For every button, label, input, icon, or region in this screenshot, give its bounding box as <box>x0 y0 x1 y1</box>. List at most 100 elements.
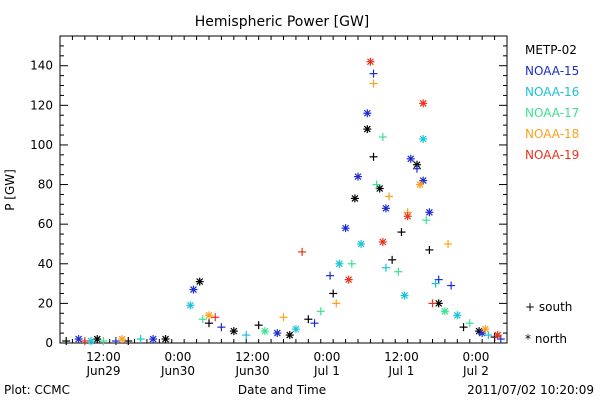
south-point <box>372 180 381 189</box>
south-point <box>394 267 403 276</box>
south-point <box>310 319 319 328</box>
footer-right: 2011/07/02 10:20:09 <box>467 383 594 397</box>
x-tick-label-time: 0:00 <box>313 350 340 364</box>
north-point <box>161 335 170 344</box>
north-point <box>378 237 387 246</box>
y-tick-label: 100 <box>30 138 53 152</box>
north-point <box>344 275 353 284</box>
south-point <box>326 271 335 280</box>
x-tick-label-time: 12:00 <box>384 350 419 364</box>
north-point <box>403 212 412 221</box>
x-tick-label-date: Jul 2 <box>462 364 489 378</box>
y-tick-label: 60 <box>38 217 53 231</box>
south-point <box>381 263 390 272</box>
x-tick-label-date: Jun30 <box>160 364 195 378</box>
south-point <box>279 313 288 322</box>
marker-legend-south: + south <box>525 300 572 314</box>
y-tick-label: 40 <box>38 257 53 271</box>
north-point <box>493 331 502 340</box>
north-point <box>406 154 415 163</box>
north-point <box>335 259 344 268</box>
south-point <box>80 337 89 346</box>
x-tick-label-date: Jul 1 <box>313 364 340 378</box>
north-point <box>118 335 127 344</box>
marker-legend-north: * north <box>525 332 567 346</box>
legend: METP-02 NOAA-15 NOAA-16 NOAA-17 NOAA-18 NOAA-… <box>525 43 579 162</box>
south-point <box>298 247 307 256</box>
legend-entry: NOAA-17 <box>525 106 579 120</box>
north-point <box>205 311 213 320</box>
north-point <box>260 327 269 336</box>
x-tick-label-time: 12:00 <box>86 350 121 364</box>
x-tick-label-date: Jun30 <box>234 364 269 378</box>
south-point <box>217 323 226 332</box>
south-point <box>111 337 120 346</box>
south-point <box>369 69 378 78</box>
south-point <box>431 279 440 288</box>
legend-entry: NOAA-15 <box>525 64 579 78</box>
south-point <box>332 299 341 308</box>
south-point <box>369 79 378 88</box>
legend-entry: NOAA-18 <box>525 127 579 141</box>
footer-left: Plot: CCMC <box>4 383 70 397</box>
south-point <box>205 319 213 328</box>
x-tick-label-time: 12:00 <box>235 350 270 364</box>
north-point <box>419 134 428 143</box>
y-axis-label: P [GW] <box>3 169 17 211</box>
south-point <box>124 337 133 346</box>
x-tick-label-date: Jun29 <box>85 364 120 378</box>
north-point <box>186 301 195 310</box>
north-point <box>366 57 375 66</box>
south-point <box>444 239 453 248</box>
y-tick-label: 20 <box>38 296 53 310</box>
north-point <box>74 335 83 344</box>
north-point <box>363 109 372 118</box>
south-point <box>304 315 313 324</box>
north-point <box>189 285 198 294</box>
north-point <box>381 204 390 213</box>
north-point <box>149 335 158 344</box>
south-point <box>484 331 493 340</box>
south-point <box>425 245 434 254</box>
legend-entry: NOAA-19 <box>525 148 579 162</box>
y-tick-label: 80 <box>38 178 53 192</box>
south-point <box>412 164 421 173</box>
north-point <box>285 331 294 340</box>
y-tick-label: 140 <box>30 59 53 73</box>
north-point <box>419 99 428 108</box>
south-point <box>329 289 338 298</box>
north-point <box>273 329 282 338</box>
south-point <box>99 337 108 346</box>
data-points <box>62 57 505 346</box>
x-tick-label-date: Jul 1 <box>387 364 414 378</box>
south-point <box>397 228 406 237</box>
north-point <box>229 327 238 336</box>
y-tick-label: 120 <box>30 98 53 112</box>
north-point <box>350 194 359 203</box>
south-point <box>242 331 251 340</box>
south-point <box>369 152 378 161</box>
south-point <box>459 323 468 332</box>
north-point <box>341 224 350 233</box>
plot-frame <box>59 35 508 344</box>
x-axis-label: Date and Time <box>238 383 326 397</box>
south-point <box>211 313 220 322</box>
north-point <box>195 277 204 286</box>
south-point <box>465 319 474 328</box>
north-point <box>425 208 434 217</box>
south-point <box>316 307 325 316</box>
chart-title: Hemispheric Power [GW] <box>195 14 370 30</box>
legend-entry: METP-02 <box>525 43 577 57</box>
south-point <box>136 335 145 344</box>
north-point <box>440 307 449 316</box>
north-point <box>93 335 102 344</box>
x-tick-label-time: 0:00 <box>164 350 191 364</box>
south-point <box>385 192 394 201</box>
north-point <box>416 180 425 189</box>
south-point <box>198 315 207 324</box>
south-point <box>254 321 263 330</box>
north-point <box>357 239 366 248</box>
south-point <box>428 299 437 308</box>
